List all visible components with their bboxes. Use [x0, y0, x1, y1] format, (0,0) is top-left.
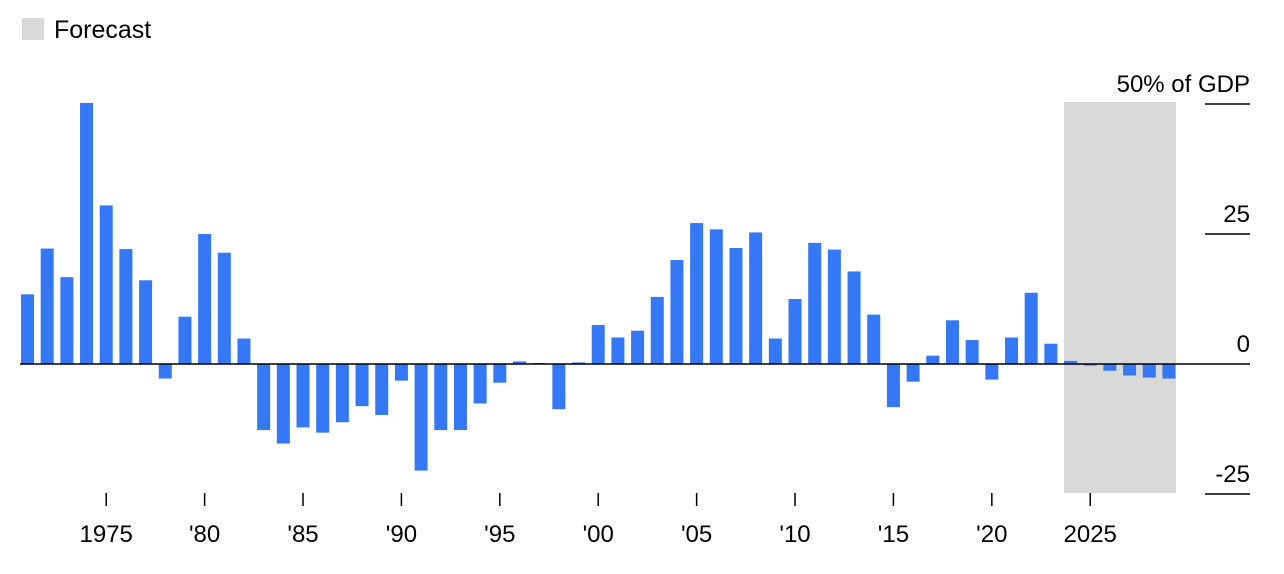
forecast-band [1064, 102, 1176, 493]
bar-2018 [945, 320, 959, 364]
bar-1984 [276, 364, 290, 444]
x-tick-label: '90 [386, 521, 417, 548]
bar-2006 [709, 229, 723, 364]
y-axis: 50% of GDP 25 0 -25 [1117, 71, 1250, 495]
bar-2014 [867, 314, 881, 364]
x-tick-label: 2025 [1064, 521, 1117, 548]
bar-2015 [886, 364, 900, 408]
x-axis: 1975 '80 '85 '90 '95 '00 '05 '10 '15 '20 2025 [80, 493, 1117, 548]
bar-2005 [690, 223, 704, 364]
bar-1989 [375, 364, 389, 415]
bar-2001 [611, 337, 625, 364]
bar-1980 [198, 234, 212, 364]
bar-1987 [335, 364, 349, 423]
bar-1988 [355, 364, 369, 407]
bar-1996 [513, 361, 526, 364]
bar-1999 [572, 362, 586, 364]
bar-1993 [453, 364, 467, 431]
bar-2022 [1024, 292, 1038, 364]
bar-2011 [808, 242, 822, 364]
bar-2029 [1162, 364, 1176, 379]
bars [21, 102, 1176, 471]
bar-2028 [1142, 364, 1156, 378]
y-tick-label: -25 [1215, 461, 1250, 488]
bar-2000 [591, 325, 605, 364]
x-tick-label: '05 [681, 521, 712, 548]
y-tick-label: 25 [1223, 201, 1250, 228]
bar-2020 [985, 364, 999, 380]
bar-2019 [965, 340, 979, 364]
bar-2009 [768, 338, 782, 364]
bar-1974 [80, 102, 94, 365]
x-tick-label: '10 [779, 521, 810, 548]
x-tick-label: '15 [878, 521, 909, 548]
legend: Forecast [22, 16, 151, 44]
bar-1994 [473, 364, 487, 404]
bar-1986 [316, 364, 330, 433]
x-tick-label: '85 [287, 521, 318, 548]
bar-2021 [1005, 337, 1018, 364]
bar-2003 [650, 296, 664, 364]
bar-1992 [434, 364, 448, 431]
bar-2004 [670, 260, 684, 364]
bar-1985 [296, 364, 310, 428]
bar-1982 [237, 338, 251, 364]
bar-2013 [847, 271, 861, 364]
x-tick-label: '80 [189, 521, 220, 548]
x-tick-label: '00 [583, 521, 614, 548]
bar-1979 [178, 316, 192, 364]
bar-1975 [99, 205, 113, 364]
bar-1990 [394, 364, 408, 381]
bar-1991 [414, 364, 428, 471]
bar-2007 [729, 248, 743, 364]
bar-1977 [139, 280, 153, 364]
y-tick-label: 50% of GDP [1117, 71, 1250, 98]
bar-1998 [552, 364, 566, 410]
bar-1983 [257, 364, 271, 431]
bar-2016 [906, 364, 920, 382]
bar-2027 [1123, 364, 1137, 376]
x-tick-label: '20 [976, 521, 1007, 548]
bar-2017 [926, 355, 940, 364]
bar-2026 [1103, 364, 1117, 371]
bar-2008 [749, 232, 763, 364]
x-tick-label: '95 [484, 521, 515, 548]
bar-1971 [21, 294, 34, 364]
bar-2025 [1083, 364, 1097, 366]
legend-swatch-forecast [22, 18, 44, 40]
bar-2023 [1044, 343, 1058, 364]
bar-2024 [1064, 360, 1078, 364]
bar-2002 [631, 330, 645, 364]
bar-1978 [158, 364, 172, 379]
bar-1981 [217, 252, 231, 364]
bar-1976 [119, 249, 133, 364]
bar-2012 [827, 249, 841, 364]
y-tick-label: 0 [1237, 331, 1250, 358]
bar-1972 [40, 248, 54, 364]
legend-label-forecast: Forecast [54, 16, 151, 44]
x-tick-label: 1975 [80, 521, 133, 548]
bar-1995 [493, 364, 507, 383]
bar-1973 [60, 277, 74, 364]
bar-2010 [788, 299, 802, 364]
